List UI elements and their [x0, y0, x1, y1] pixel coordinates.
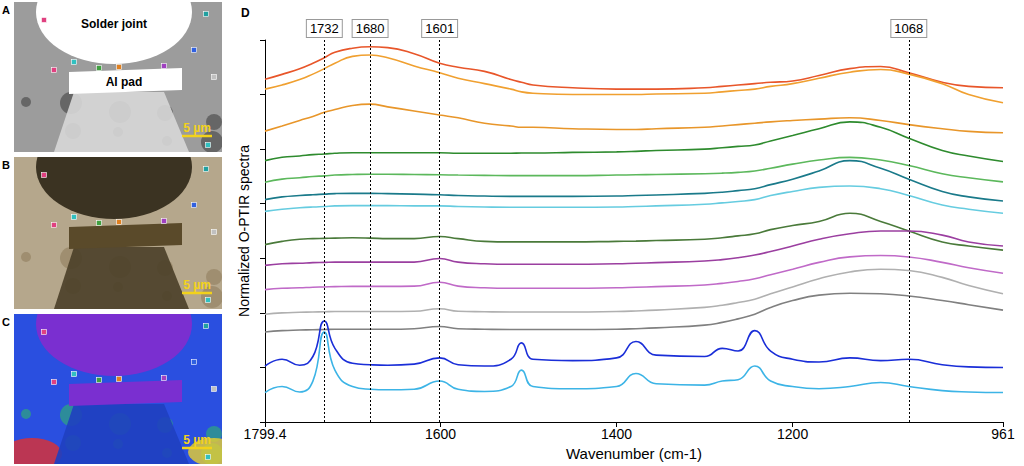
svg-text:1799.4: 1799.4 — [244, 426, 287, 442]
svg-text:C: C — [2, 316, 10, 328]
svg-text:1732: 1732 — [310, 21, 339, 36]
svg-text:1400: 1400 — [601, 426, 632, 442]
svg-text:1680: 1680 — [356, 21, 385, 36]
svg-text:1601: 1601 — [425, 21, 454, 36]
svg-text:5 µm: 5 µm — [183, 433, 211, 447]
svg-text:B: B — [2, 159, 10, 171]
svg-text:1200: 1200 — [777, 426, 808, 442]
svg-text:5 µm: 5 µm — [183, 278, 211, 292]
svg-text:Normalized O-PTIR spectra: Normalized O-PTIR spectra — [236, 145, 252, 317]
svg-text:5 µm: 5 µm — [183, 121, 211, 135]
svg-text:Wavenumber (cm-1): Wavenumber (cm-1) — [566, 445, 702, 462]
svg-text:961: 961 — [991, 426, 1015, 442]
svg-text:1600: 1600 — [425, 426, 456, 442]
svg-text:A: A — [2, 4, 10, 16]
svg-text:Solder joint: Solder joint — [81, 17, 147, 31]
svg-text:Al pad: Al pad — [106, 75, 143, 89]
svg-text:D: D — [241, 6, 250, 20]
svg-text:1068: 1068 — [894, 21, 923, 36]
